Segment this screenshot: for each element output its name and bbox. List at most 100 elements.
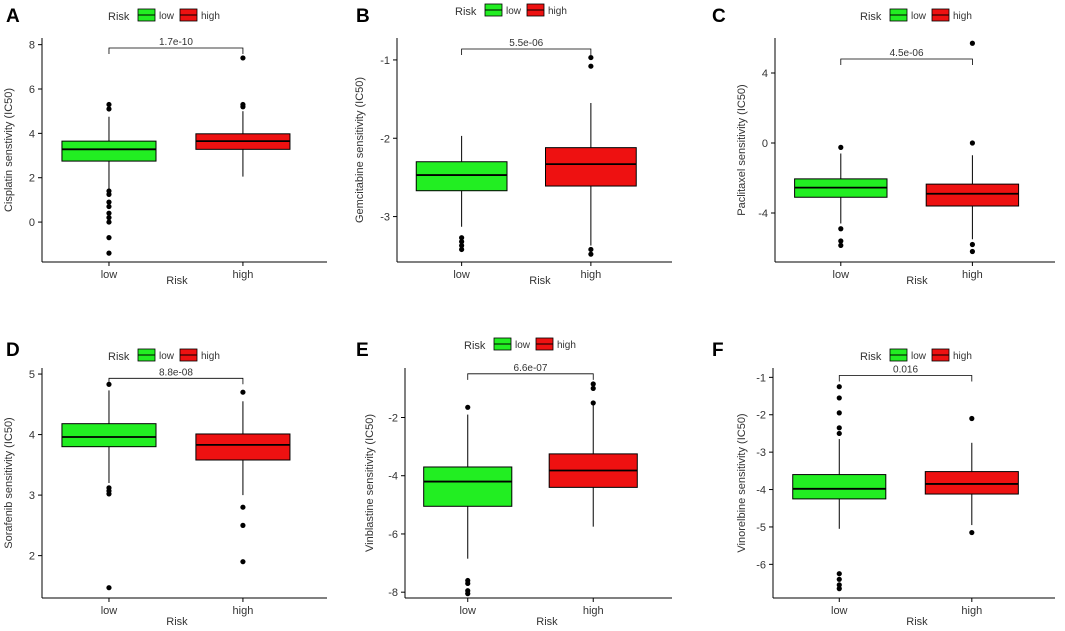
legend: Risk low high bbox=[464, 337, 576, 352]
significance-bracket: 0.016 bbox=[838, 364, 973, 382]
outlier-point bbox=[838, 242, 844, 248]
y-tick-label: -6 bbox=[756, 559, 766, 571]
box-low bbox=[61, 381, 157, 591]
x-tick-label-low: low bbox=[453, 269, 470, 281]
legend-key-high: high bbox=[179, 8, 220, 22]
legend-label-low: low bbox=[911, 351, 927, 362]
panel-c: C Risk low high 4 0 -4 Paclitaxel sensitivity (… bbox=[712, 6, 1055, 287]
box-low bbox=[423, 404, 513, 597]
bracket-line bbox=[467, 373, 594, 380]
outlier-point bbox=[106, 191, 112, 197]
legend: Risk low high bbox=[108, 8, 220, 23]
y-axis-label: Paclitaxel sensitivity (IC50) bbox=[736, 84, 748, 215]
outlier-point bbox=[240, 522, 246, 528]
x-tick-label-high: high bbox=[962, 269, 983, 281]
legend-label-low: low bbox=[506, 6, 522, 17]
outlier-point bbox=[838, 238, 844, 244]
legend-label-high: high bbox=[953, 351, 972, 362]
x-tick-label-high: high bbox=[580, 269, 601, 281]
legend-key-low: low bbox=[889, 348, 927, 362]
outlier-point bbox=[106, 203, 112, 210]
box-high bbox=[548, 381, 638, 527]
legend: Risk low high bbox=[108, 348, 220, 363]
y-axis-label: Vinorelbine sensitivity (IC50) bbox=[736, 413, 748, 552]
p-value-label: 5.5e-06 bbox=[509, 38, 543, 49]
legend: Risk low high bbox=[860, 348, 972, 363]
legend-label-high: high bbox=[557, 340, 576, 351]
bracket-line bbox=[838, 375, 973, 382]
x-axis-label: Risk bbox=[906, 616, 928, 628]
y-axis-label: Gemcitabine sensitivity (IC50) bbox=[354, 77, 366, 223]
panel-label: A bbox=[6, 6, 20, 27]
box-body bbox=[61, 423, 157, 448]
legend-label-high: high bbox=[201, 351, 220, 362]
significance-bracket: 1.7e-10 bbox=[108, 37, 244, 54]
legend: Risk low high bbox=[860, 8, 972, 23]
outlier-point bbox=[969, 140, 976, 146]
legend-label-low: low bbox=[515, 340, 531, 351]
legend-key-high: high bbox=[179, 348, 220, 362]
outlier-point bbox=[588, 63, 594, 69]
legend-label-low: low bbox=[911, 11, 927, 22]
bracket-line bbox=[840, 58, 973, 65]
outlier-point bbox=[969, 529, 975, 536]
outlier-point bbox=[465, 591, 471, 597]
outlier-point bbox=[106, 491, 112, 497]
outlier-point bbox=[588, 251, 594, 257]
legend-key-low: low bbox=[484, 3, 522, 17]
box-high bbox=[925, 40, 1020, 255]
legend-title: Risk bbox=[108, 351, 130, 363]
y-tick-label: 5 bbox=[29, 369, 35, 381]
p-value-label: 6.6e-07 bbox=[514, 363, 548, 374]
panel-label: C bbox=[712, 6, 726, 27]
panel-label: D bbox=[6, 340, 20, 361]
outlier-point bbox=[836, 571, 842, 577]
outlier-point bbox=[836, 395, 842, 401]
panel-d: D Risk low high 5 4 3 2 Sorafenib sensitivity (I… bbox=[3, 340, 327, 628]
y-tick-label: -8 bbox=[388, 587, 398, 599]
y-tick-label: -4 bbox=[758, 208, 768, 220]
panel-b: B Risk low high -1 -2 -3 Gemcitabine sensitivit… bbox=[354, 3, 672, 287]
legend-label-low: low bbox=[159, 351, 175, 362]
y-tick-label: -4 bbox=[756, 485, 766, 497]
bracket-line bbox=[108, 47, 244, 54]
p-value-label: 1.7e-10 bbox=[159, 37, 193, 48]
box-body bbox=[545, 147, 637, 187]
y-tick-label: -6 bbox=[388, 529, 398, 541]
legend-key-high: high bbox=[931, 8, 972, 22]
outlier-point bbox=[969, 40, 976, 46]
y-tick-label: -4 bbox=[388, 471, 398, 483]
significance-bracket: 8.8e-08 bbox=[108, 367, 244, 385]
box-high bbox=[195, 55, 291, 177]
outlier-point bbox=[836, 410, 842, 416]
outlier-point bbox=[836, 384, 842, 390]
panel-label: B bbox=[356, 6, 370, 27]
outlier-point bbox=[106, 101, 112, 108]
legend-key-high: high bbox=[535, 337, 576, 351]
box-body bbox=[925, 183, 1020, 207]
outlier-point bbox=[106, 250, 112, 256]
x-axis-label: Risk bbox=[529, 275, 551, 287]
p-value-label: 8.8e-08 bbox=[159, 367, 193, 378]
x-axis-label: Risk bbox=[166, 275, 188, 287]
y-axis-label: Cisplatin senstivity (IC50) bbox=[3, 88, 15, 212]
y-tick-label: 3 bbox=[29, 490, 35, 502]
y-tick-label: -2 bbox=[388, 412, 398, 424]
outlier-point bbox=[106, 381, 112, 387]
y-tick-label: -1 bbox=[756, 372, 766, 384]
outlier-point bbox=[240, 504, 246, 510]
y-tick-label: 4 bbox=[762, 68, 768, 80]
significance-bracket: 6.6e-07 bbox=[467, 363, 594, 380]
legend-key-high: high bbox=[526, 3, 567, 17]
x-tick-label-high: high bbox=[233, 605, 254, 617]
outlier-point bbox=[836, 576, 842, 582]
panel-label: F bbox=[712, 340, 724, 361]
x-axis-label: Risk bbox=[536, 616, 558, 628]
y-tick-label: 8 bbox=[29, 40, 35, 52]
outlier-point bbox=[106, 219, 112, 225]
outlier-point bbox=[106, 106, 112, 112]
box-body bbox=[792, 474, 887, 500]
outlier-point bbox=[106, 585, 112, 591]
legend: Risk low high bbox=[455, 3, 567, 18]
y-tick-label: 0 bbox=[29, 217, 35, 229]
